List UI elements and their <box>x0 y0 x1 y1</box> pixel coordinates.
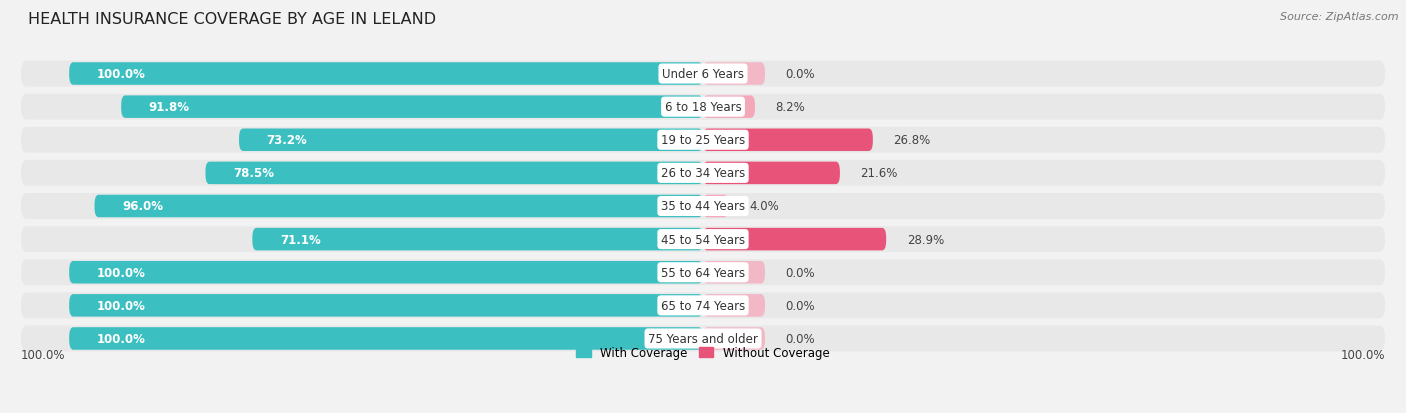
Legend: With Coverage, Without Coverage: With Coverage, Without Coverage <box>572 342 834 364</box>
Text: 65 to 74 Years: 65 to 74 Years <box>661 299 745 312</box>
Text: 100.0%: 100.0% <box>1340 348 1385 361</box>
FancyBboxPatch shape <box>703 195 728 218</box>
Text: 6 to 18 Years: 6 to 18 Years <box>665 101 741 114</box>
Text: 4.0%: 4.0% <box>749 200 779 213</box>
Text: 45 to 54 Years: 45 to 54 Years <box>661 233 745 246</box>
Text: 71.1%: 71.1% <box>280 233 321 246</box>
FancyBboxPatch shape <box>121 96 703 119</box>
FancyBboxPatch shape <box>21 260 1385 285</box>
FancyBboxPatch shape <box>703 228 886 251</box>
Text: Under 6 Years: Under 6 Years <box>662 68 744 81</box>
Text: 28.9%: 28.9% <box>907 233 943 246</box>
Text: 100.0%: 100.0% <box>97 299 146 312</box>
Text: 100.0%: 100.0% <box>97 68 146 81</box>
FancyBboxPatch shape <box>69 294 703 317</box>
FancyBboxPatch shape <box>21 161 1385 186</box>
FancyBboxPatch shape <box>21 326 1385 351</box>
Text: 21.6%: 21.6% <box>860 167 898 180</box>
Text: 100.0%: 100.0% <box>97 332 146 345</box>
Text: 73.2%: 73.2% <box>267 134 308 147</box>
Text: 0.0%: 0.0% <box>786 266 815 279</box>
FancyBboxPatch shape <box>703 328 765 350</box>
FancyBboxPatch shape <box>21 95 1385 120</box>
Text: 0.0%: 0.0% <box>786 68 815 81</box>
FancyBboxPatch shape <box>239 129 703 152</box>
FancyBboxPatch shape <box>21 62 1385 87</box>
Text: 100.0%: 100.0% <box>97 266 146 279</box>
Text: HEALTH INSURANCE COVERAGE BY AGE IN LELAND: HEALTH INSURANCE COVERAGE BY AGE IN LELA… <box>28 12 436 27</box>
Text: 26.8%: 26.8% <box>894 134 931 147</box>
FancyBboxPatch shape <box>69 261 703 284</box>
FancyBboxPatch shape <box>252 228 703 251</box>
Text: 91.8%: 91.8% <box>149 101 190 114</box>
FancyBboxPatch shape <box>21 227 1385 252</box>
FancyBboxPatch shape <box>205 162 703 185</box>
Text: 19 to 25 Years: 19 to 25 Years <box>661 134 745 147</box>
Text: 96.0%: 96.0% <box>122 200 163 213</box>
FancyBboxPatch shape <box>703 261 765 284</box>
FancyBboxPatch shape <box>94 195 703 218</box>
FancyBboxPatch shape <box>69 328 703 350</box>
FancyBboxPatch shape <box>21 293 1385 318</box>
Text: 75 Years and older: 75 Years and older <box>648 332 758 345</box>
FancyBboxPatch shape <box>703 294 765 317</box>
Text: 35 to 44 Years: 35 to 44 Years <box>661 200 745 213</box>
Text: 0.0%: 0.0% <box>786 299 815 312</box>
FancyBboxPatch shape <box>21 194 1385 219</box>
FancyBboxPatch shape <box>69 63 703 85</box>
Text: 100.0%: 100.0% <box>21 348 66 361</box>
FancyBboxPatch shape <box>703 129 873 152</box>
FancyBboxPatch shape <box>703 162 839 185</box>
FancyBboxPatch shape <box>703 63 765 85</box>
Text: 78.5%: 78.5% <box>233 167 274 180</box>
Text: Source: ZipAtlas.com: Source: ZipAtlas.com <box>1281 12 1399 22</box>
Text: 55 to 64 Years: 55 to 64 Years <box>661 266 745 279</box>
FancyBboxPatch shape <box>703 96 755 119</box>
FancyBboxPatch shape <box>21 128 1385 153</box>
Text: 26 to 34 Years: 26 to 34 Years <box>661 167 745 180</box>
Text: 0.0%: 0.0% <box>786 332 815 345</box>
Text: 8.2%: 8.2% <box>776 101 806 114</box>
